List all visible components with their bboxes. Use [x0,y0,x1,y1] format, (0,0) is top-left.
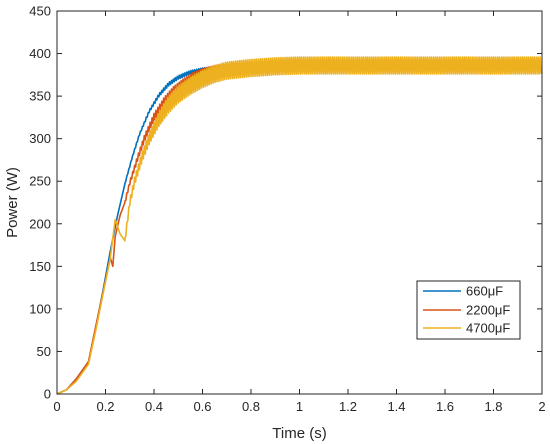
x-tick-label: 0.4 [145,399,163,414]
y-tick-label: 350 [29,89,51,104]
legend: 660μF 2200μF 4700μF [416,280,521,340]
x-tick-label: 1 [296,399,303,414]
x-tick-label: 1.8 [484,399,502,414]
series-layer [56,56,542,395]
y-tick-label: 300 [29,131,51,146]
y-tick-label: 200 [29,216,51,231]
y-tick-label: 150 [29,259,51,274]
y-tick-label: 50 [37,344,51,359]
series-line-4700F [56,56,542,395]
x-tick-label: 1.2 [339,399,357,414]
y-axis-label: Power (W) [4,167,21,238]
y-tick-label: 450 [29,4,51,19]
x-tick-label: 0.2 [96,399,114,414]
y-tick-label: 400 [29,46,51,61]
y-tick-label: 100 [29,301,51,316]
x-tick-label: 2 [538,399,545,414]
y-tick-label: 0 [44,387,51,402]
x-axis-ticks: 0 0.2 0.4 0.6 0.8 1 1.2 1.4 1.6 1.8 2 [53,11,546,414]
legend-label-2200uF: 2200μF [466,303,510,318]
x-tick-label: 1.4 [387,399,405,414]
x-tick-label: 0.8 [242,399,260,414]
x-tick-label: 1.6 [436,399,454,414]
legend-label-660uF: 660μF [466,284,503,299]
legend-label-4700uF: 4700μF [466,321,510,336]
y-axis-ticks: 0 50 100 150 200 250 300 350 400 450 [29,4,542,402]
y-tick-label: 250 [29,174,51,189]
x-axis-label: Time (s) [272,425,326,442]
x-tick-label: 0.6 [193,399,211,414]
x-tick-label: 0 [53,399,60,414]
